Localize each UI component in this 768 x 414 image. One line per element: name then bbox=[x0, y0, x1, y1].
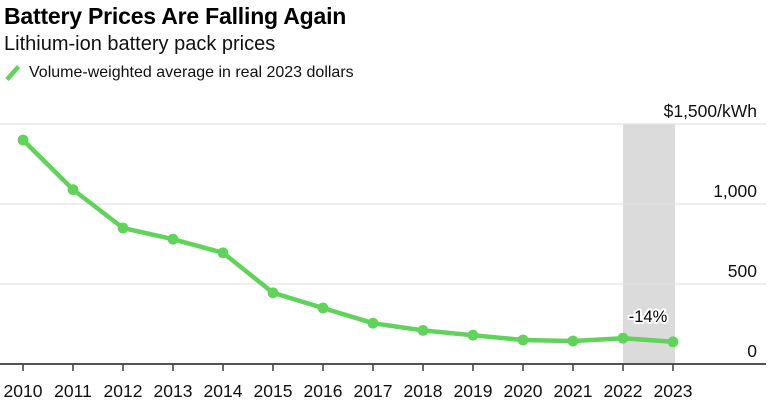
data-point-2012 bbox=[117, 222, 129, 234]
data-point-2010 bbox=[17, 134, 29, 146]
x-axis-label-2023: 2023 bbox=[654, 381, 693, 401]
data-point-2016 bbox=[317, 302, 329, 314]
data-point-2021 bbox=[567, 335, 579, 347]
data-point-2020 bbox=[517, 334, 529, 346]
data-point-2013 bbox=[167, 233, 179, 245]
data-point-2018 bbox=[417, 325, 429, 336]
y-axis-label-1000: 1,000 bbox=[713, 181, 757, 201]
x-axis-label-2020: 2020 bbox=[504, 381, 543, 401]
x-axis-label-2011: 2011 bbox=[54, 381, 92, 401]
chart-subtitle: Lithium-ion battery pack prices bbox=[4, 33, 276, 55]
chart-title: Battery Prices Are Falling Again bbox=[4, 3, 347, 29]
data-point-2022 bbox=[617, 332, 629, 344]
data-point-2015 bbox=[267, 287, 279, 299]
legend-label: Volume-weighted average in real 2023 dol… bbox=[29, 64, 354, 81]
x-axis-label-2010: 2010 bbox=[4, 381, 43, 401]
y-axis-label-1500: $1,500/kWh bbox=[664, 101, 757, 121]
data-point-2019 bbox=[467, 329, 479, 341]
pct-change-annotation: -14% bbox=[629, 308, 668, 326]
chart-legend: Volume-weighted average in real 2023 dol… bbox=[4, 64, 354, 82]
x-axis-label-2013: 2013 bbox=[154, 381, 193, 401]
x-axis-label-2022: 2022 bbox=[604, 381, 643, 401]
price-line bbox=[20, 137, 676, 345]
x-axis-label-2014: 2014 bbox=[204, 381, 243, 401]
highlight-band bbox=[623, 124, 675, 364]
data-point-2011 bbox=[67, 184, 79, 196]
x-axis-label-2018: 2018 bbox=[404, 381, 443, 401]
x-axis-label-2017: 2017 bbox=[354, 381, 393, 401]
data-point-2014 bbox=[217, 247, 229, 259]
green-slash-icon bbox=[5, 65, 21, 81]
x-axis-label-2021: 2021 bbox=[554, 381, 593, 401]
x-axis-label-2019: 2019 bbox=[454, 381, 493, 401]
data-point-2023 bbox=[667, 336, 679, 348]
y-axis-label-500: 500 bbox=[728, 261, 757, 281]
x-axis-label-2015: 2015 bbox=[254, 381, 293, 401]
data-point-2017 bbox=[367, 317, 379, 329]
x-axis-label-2016: 2016 bbox=[304, 381, 343, 401]
y-axis-label-0: 0 bbox=[747, 341, 757, 361]
x-axis-label-2012: 2012 bbox=[104, 381, 143, 401]
